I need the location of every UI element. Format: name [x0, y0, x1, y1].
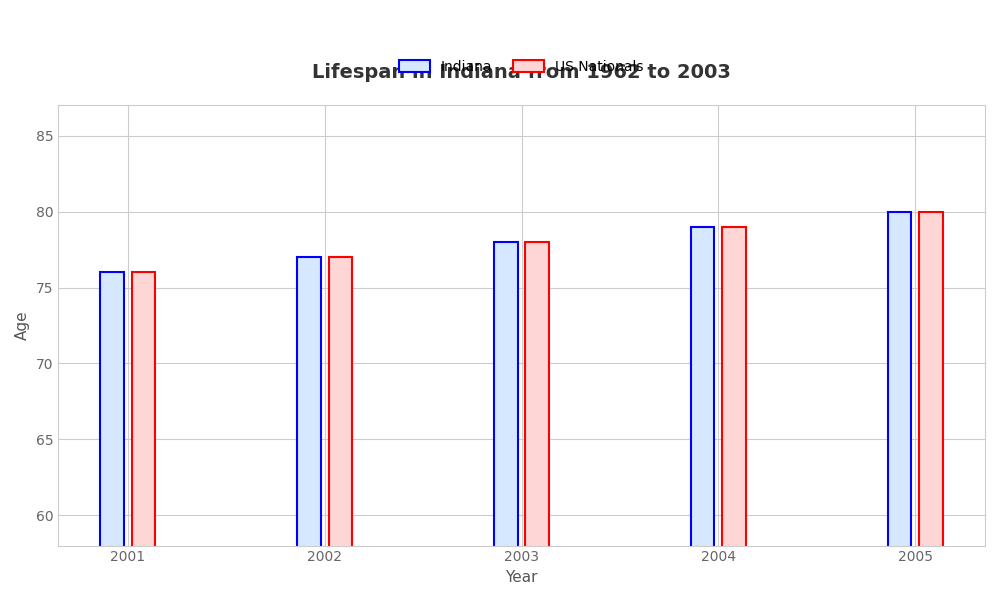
Bar: [919, 212, 943, 600]
Bar: [722, 227, 746, 600]
Bar: [297, 257, 321, 600]
Y-axis label: Age: Age: [15, 311, 30, 340]
Bar: [494, 242, 518, 600]
X-axis label: Year: Year: [505, 570, 538, 585]
Bar: [525, 242, 549, 600]
Title: Lifespan in Indiana from 1962 to 2003: Lifespan in Indiana from 1962 to 2003: [312, 63, 731, 82]
Bar: [888, 212, 911, 600]
Legend: Indiana, US Nationals: Indiana, US Nationals: [399, 59, 644, 74]
Bar: [691, 227, 714, 600]
Bar: [329, 257, 352, 600]
Bar: [132, 272, 155, 600]
Bar: [100, 272, 124, 600]
